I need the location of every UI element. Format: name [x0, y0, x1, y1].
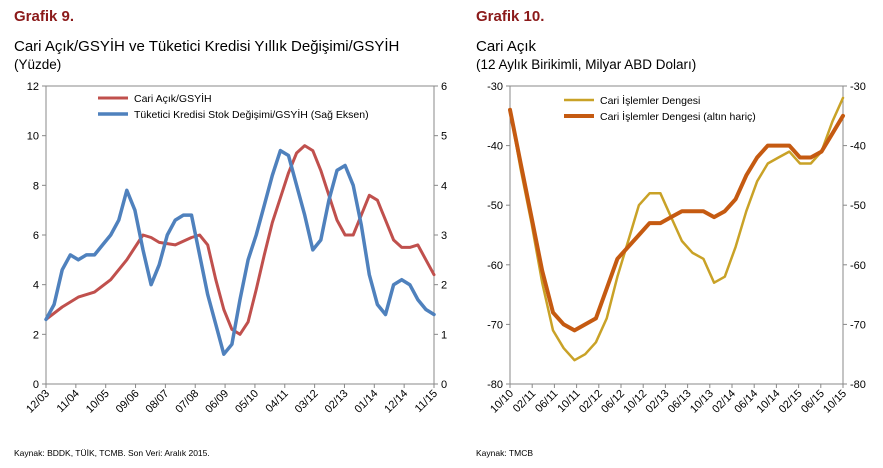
y-tick-label-left: 4	[33, 280, 39, 292]
figure-number: Grafik 9.	[14, 8, 75, 25]
x-tick-label: 11/04	[55, 388, 82, 415]
y-tick-label-right: -70	[850, 319, 866, 331]
source-note: Kaynak: TMCB	[476, 448, 534, 458]
x-tick-label: 08/07	[144, 388, 172, 416]
x-tick-label: 05/10	[233, 388, 261, 416]
x-tick-label: 06/14	[732, 388, 760, 416]
y-tick-label-right: -30	[850, 81, 866, 93]
x-tick-label: 10/10	[488, 388, 516, 416]
legend-label: Tüketici Kredisi Stok Değişimi/GSYİH (Sa…	[134, 108, 369, 121]
y-tick-label-right: -60	[850, 260, 866, 272]
y-tick-label-left: 2	[33, 329, 39, 341]
series-line	[508, 96, 845, 362]
y-tick-label-left: -80	[487, 379, 503, 391]
x-tick-label: 10/13	[688, 388, 716, 416]
x-tick-label: 06/11	[533, 388, 560, 415]
y-tick-label-right: -40	[850, 141, 866, 153]
series-line	[44, 144, 436, 336]
legend-label: Cari İşlemler Dengesi	[600, 94, 700, 107]
plot-frame	[45, 85, 435, 385]
x-tick-label: 02/11	[511, 388, 538, 415]
legend-label: Cari İşlemler Dengesi (altın hariç)	[600, 110, 756, 123]
x-tick-label: 10/05	[84, 388, 112, 416]
x-tick-label: 01/14	[352, 388, 380, 416]
panel-divider	[460, 0, 462, 468]
x-tick-label: 02/14	[710, 388, 738, 416]
chart-title-line2: (Yüzde)	[14, 57, 62, 72]
y-tick-label-right: 5	[441, 131, 447, 143]
x-tick-label: 12/03	[24, 388, 52, 416]
chart-panel-left: Grafik 9. Cari Açık/GSYİH ve Tüketici Kr…	[14, 8, 447, 458]
y-tick-label-left: -40	[487, 141, 503, 153]
y-tick-label-right: 2	[441, 280, 447, 292]
series-line	[44, 148, 436, 356]
x-tick-label: 10/14	[755, 388, 783, 416]
y-tick-label-right: 3	[441, 230, 447, 242]
x-tick-label: 09/06	[114, 388, 142, 416]
y-tick-label-left: 12	[27, 81, 39, 93]
chart-svg-right: -80 -70 -60 -50 -40 -30 -80 -70 -60 -50 -40 -30 10/1…	[487, 81, 866, 416]
x-tick-label: 02/13	[323, 388, 351, 416]
x-tick-label: 07/08	[173, 388, 201, 416]
x-tick-label: 11/15	[413, 388, 440, 415]
chart-title-line1: Cari Açık	[476, 38, 537, 55]
y-tick-label-right: 4	[441, 180, 447, 192]
x-tick-label: 06/09	[203, 388, 231, 416]
legend-label: Cari Açık/GSYİH	[134, 92, 212, 105]
y-tick-label-right: 1	[441, 329, 447, 341]
x-tick-label: 02/12	[577, 388, 605, 416]
y-tick-label-right: -50	[850, 200, 866, 212]
y-tick-label-left: -30	[487, 81, 503, 93]
series-line	[508, 107, 845, 333]
x-tick-label: 06/13	[666, 388, 694, 416]
chart-title: Cari Açık/GSYİH ve Tüketici Kredisi Yıll…	[14, 38, 399, 74]
chart-title: Cari Açık (12 Aylık Birikimli, Milyar AB…	[476, 38, 696, 74]
y-tick-label-left: -60	[487, 260, 503, 272]
y-tick-label-left: 0	[33, 379, 39, 391]
x-tick-label: 10/15	[821, 388, 849, 416]
figure-number: Grafik 10.	[476, 8, 545, 25]
y-tick-label-right: 6	[441, 81, 447, 93]
plot-frame	[509, 85, 844, 385]
y-tick-label-left: -50	[487, 200, 503, 212]
x-tick-label: 02/15	[777, 388, 805, 416]
chart-title-line1: Cari Açık/GSYİH ve Tüketici Kredisi Yıll…	[14, 38, 400, 55]
y-tick-label-left: -70	[487, 319, 503, 331]
x-tick-label: 12/14	[382, 388, 410, 416]
y-tick-label-left: 8	[33, 180, 39, 192]
x-tick-label: 03/12	[293, 388, 321, 416]
x-tick-label: 10/11	[555, 388, 582, 415]
x-tick-label: 10/12	[621, 388, 649, 416]
y-tick-label-right: 0	[441, 379, 447, 391]
y-tick-label-left: 10	[27, 131, 39, 143]
chart-title-line2: (12 Aylık Birikimli, Milyar ABD Doları)	[476, 57, 697, 72]
x-tick-label: 06/12	[599, 388, 627, 416]
y-tick-label-left: 6	[33, 230, 39, 242]
x-tick-label: 04/11	[264, 388, 291, 415]
source-note: Kaynak: BDDK, TÜİK, TCMB. Son Veri: Aral…	[14, 448, 210, 458]
y-tick-label-right: -80	[850, 379, 866, 391]
x-tick-label: 02/13	[644, 388, 672, 416]
x-tick-label: 06/15	[799, 388, 827, 416]
chart-panel-right: Grafik 10. Cari Açık (12 Aylık Birikimli…	[462, 0, 883, 468]
